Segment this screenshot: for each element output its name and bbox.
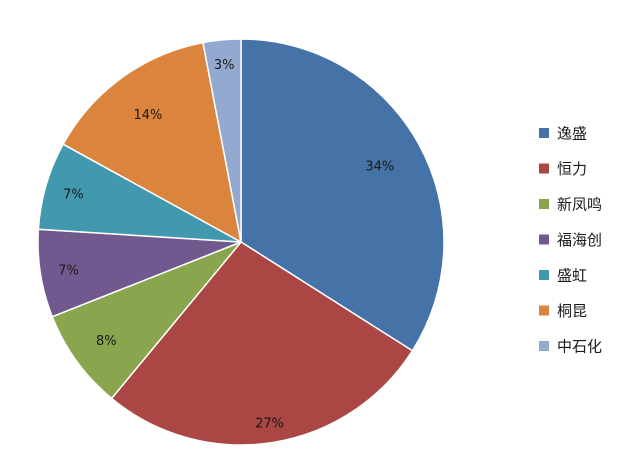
slice-value-label: 7% (58, 263, 79, 278)
pie-slice-1 (240, 38, 445, 352)
legend-swatch (539, 305, 549, 316)
pie-slice-3 (51, 241, 242, 400)
legend-swatch (539, 163, 549, 174)
legend-swatch (539, 341, 549, 351)
legend-label: 桐昆 (557, 302, 587, 320)
legend-swatch (539, 234, 549, 245)
legend-swatch (539, 270, 549, 280)
legend-label: 福海创 (557, 231, 602, 249)
legend-label: 中石化 (557, 338, 602, 356)
slice-value-label: 8% (96, 334, 117, 349)
legend-label: 新凤鸣 (557, 196, 602, 214)
legend-label: 恒力 (557, 160, 587, 178)
legend-label: 盛虹 (557, 267, 587, 285)
legend-swatch (539, 199, 549, 209)
legend-swatch (539, 128, 549, 138)
pie-value-labels: 34% 27% 8% 7% 7% 14% 3% (58, 58, 394, 431)
slice-value-label: 7% (63, 187, 84, 202)
pie-slice-6 (62, 41, 243, 244)
pie-slices (37, 38, 445, 446)
slice-value-label: 27% (255, 417, 284, 432)
slice-value-label: 3% (214, 58, 235, 73)
legend-label: 逸盛 (557, 125, 587, 143)
pie-slice-2 (110, 241, 414, 446)
pie-slice-7 (202, 38, 242, 243)
slice-value-label: 14% (133, 108, 162, 123)
slice-value-label: 34% (365, 160, 394, 175)
